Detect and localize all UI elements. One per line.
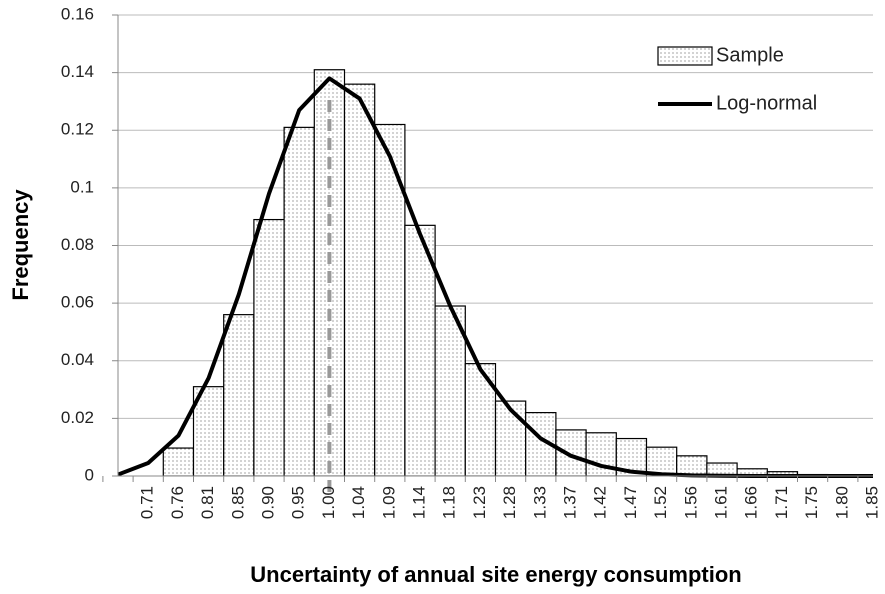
y-tick-label: 0.16 <box>61 4 94 23</box>
bar <box>676 455 708 476</box>
x-tick-label: 0.71 <box>138 486 157 519</box>
x-tick-label: 1.80 <box>832 486 851 519</box>
x-tick-label: 1.18 <box>440 486 459 519</box>
y-tick-label: 0.04 <box>61 350 94 369</box>
bar <box>766 471 799 476</box>
x-tick-label: 1.56 <box>681 486 700 519</box>
x-tick-label: 1.23 <box>470 486 489 519</box>
x-tick-label: 0.76 <box>168 486 187 519</box>
x-tick-label: 1.61 <box>711 486 730 519</box>
bar <box>253 218 285 476</box>
bar <box>434 305 466 476</box>
x-tick-label: 1.09 <box>379 486 398 519</box>
x-tick-label: 1.47 <box>621 486 640 519</box>
bar <box>223 314 255 476</box>
x-tick-label: 1.42 <box>591 486 610 519</box>
x-tick-label: 1.71 <box>772 486 791 519</box>
y-tick-label: 0.1 <box>70 177 94 196</box>
bar <box>343 83 376 476</box>
y-tick-label: 0.08 <box>61 235 94 254</box>
x-tick-label: 1.33 <box>530 486 549 519</box>
legend-label: Log-normal <box>716 92 817 114</box>
y-axis-title: Frequency <box>8 189 33 301</box>
x-tick-label: 1.66 <box>742 486 761 519</box>
bar <box>404 224 436 476</box>
bar <box>555 429 587 476</box>
y-tick-label: 0.02 <box>61 408 94 427</box>
x-tick-label: 1.28 <box>500 486 519 519</box>
x-tick-label: 0.85 <box>228 486 247 519</box>
x-axis-title: Uncertainty of annual site energy consum… <box>250 562 741 587</box>
legend-label: Sample <box>716 44 784 66</box>
x-tick-label: 1.75 <box>802 486 821 519</box>
y-tick-label: 0.14 <box>61 62 94 81</box>
y-tick-label: 0.12 <box>61 120 94 139</box>
bar <box>162 447 195 476</box>
x-tick-label: 1.85 <box>862 486 881 519</box>
x-tick-label: 1.04 <box>349 486 368 519</box>
x-tick-label: 1.37 <box>560 486 579 519</box>
x-tick-label: 0.90 <box>258 486 277 519</box>
y-tick-label: 0 <box>85 465 94 484</box>
y-tick-label: 0.06 <box>61 293 94 312</box>
legend-swatch <box>657 46 713 66</box>
x-tick-label: 1.14 <box>409 486 428 519</box>
x-tick-label: 0.95 <box>289 486 308 519</box>
x-tick-label: 1.52 <box>651 486 670 519</box>
bar <box>494 400 527 476</box>
bar <box>374 123 406 476</box>
bar <box>645 446 678 476</box>
x-tick-label: 1.00 <box>319 486 338 519</box>
bar <box>283 126 315 476</box>
x-tick-label: 0.81 <box>198 486 217 519</box>
